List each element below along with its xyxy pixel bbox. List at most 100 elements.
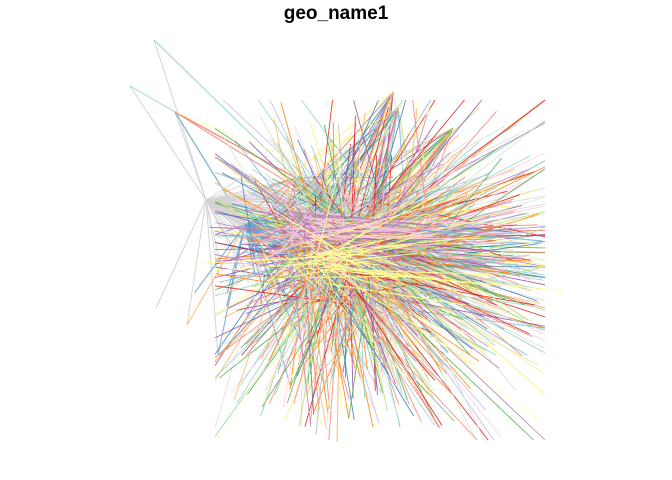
edge-line [205,199,241,219]
edge-line [277,267,341,280]
edge-line [155,199,207,309]
edge-line [323,221,474,253]
edge-line [329,236,414,263]
edge-line [321,256,334,290]
edge-line [214,224,246,236]
edge-line [341,99,465,249]
edge-line [297,235,361,288]
edge-line [311,233,326,238]
edge-line [205,199,257,222]
edge-line [283,201,299,227]
edge-line [233,235,291,400]
edge-line [300,268,342,379]
edge-line [323,229,368,262]
edge-line [214,277,376,348]
edge-line [214,273,329,358]
edge-line [307,173,490,235]
edge-line [344,257,379,368]
edge-line [322,227,512,254]
edge-line [253,177,297,200]
edge-line [419,249,529,321]
edge-line [326,282,466,306]
edge-line [383,185,477,255]
edge-line [285,245,407,267]
edge-line [419,229,543,242]
edge-line [209,226,306,232]
edge-line [296,194,300,206]
edge-line [297,253,456,422]
edge-line [174,111,297,179]
edge-line [298,201,306,220]
edge-line [333,127,454,233]
edge-line [326,268,536,306]
edge-line [315,255,415,417]
edge-line [369,91,394,205]
edge-line [330,273,434,379]
edge-line [326,246,380,424]
edge-line [349,290,354,399]
edge-line [129,85,207,201]
edge-line [174,111,301,191]
edge-line [276,142,317,215]
edge-line [271,208,335,248]
edge-line [244,209,308,220]
edge-line [214,222,319,363]
edge-line [311,250,346,270]
edge-line [296,210,342,216]
edge-line [336,299,341,443]
edge-line [366,254,474,293]
edge-line [379,198,514,243]
edge-line [294,215,316,225]
edge-line [214,262,319,271]
edge-line [201,257,314,264]
edge-line [339,192,475,237]
edge-line [302,210,413,238]
edge-line [305,267,564,292]
edge-line [174,111,207,201]
edge-line [206,177,297,215]
edge-line [309,235,421,293]
edge-line [300,253,320,411]
edge-line [318,250,363,255]
edge-line [312,107,399,160]
edge-line [315,289,331,436]
edge-line [286,213,301,224]
edge-line [314,251,453,395]
edge-line [205,179,238,201]
edge-line [371,223,473,272]
edge-line [328,134,459,252]
edge-line [186,199,207,326]
edge-line [240,176,255,258]
edge-line [312,217,516,226]
edge-line [346,252,418,262]
edge-line [261,250,363,408]
edge-line [351,91,394,201]
network-edges [129,39,564,443]
edge-line [129,85,176,113]
edge-line [356,251,505,313]
edge-line [205,199,219,356]
edge-line [186,224,246,326]
edge-line [290,216,307,231]
edge-line [339,233,525,305]
edge-line [153,39,301,183]
edge-line [348,252,374,419]
edge-line [300,245,316,248]
edge-line [302,182,507,245]
edge-line [386,229,539,275]
edge-line [271,205,297,233]
edge-line [338,170,493,255]
edge-line [269,233,326,255]
edge-line [291,259,312,427]
edge-line [306,235,482,256]
edge-line [335,183,465,232]
edge-line [343,278,534,307]
edge-line [267,252,304,282]
edge-line [330,270,401,293]
edge-line [284,254,317,288]
edge-line [355,125,505,211]
edge-line [344,246,530,335]
edge-line [174,111,321,171]
edge-line [356,265,456,405]
